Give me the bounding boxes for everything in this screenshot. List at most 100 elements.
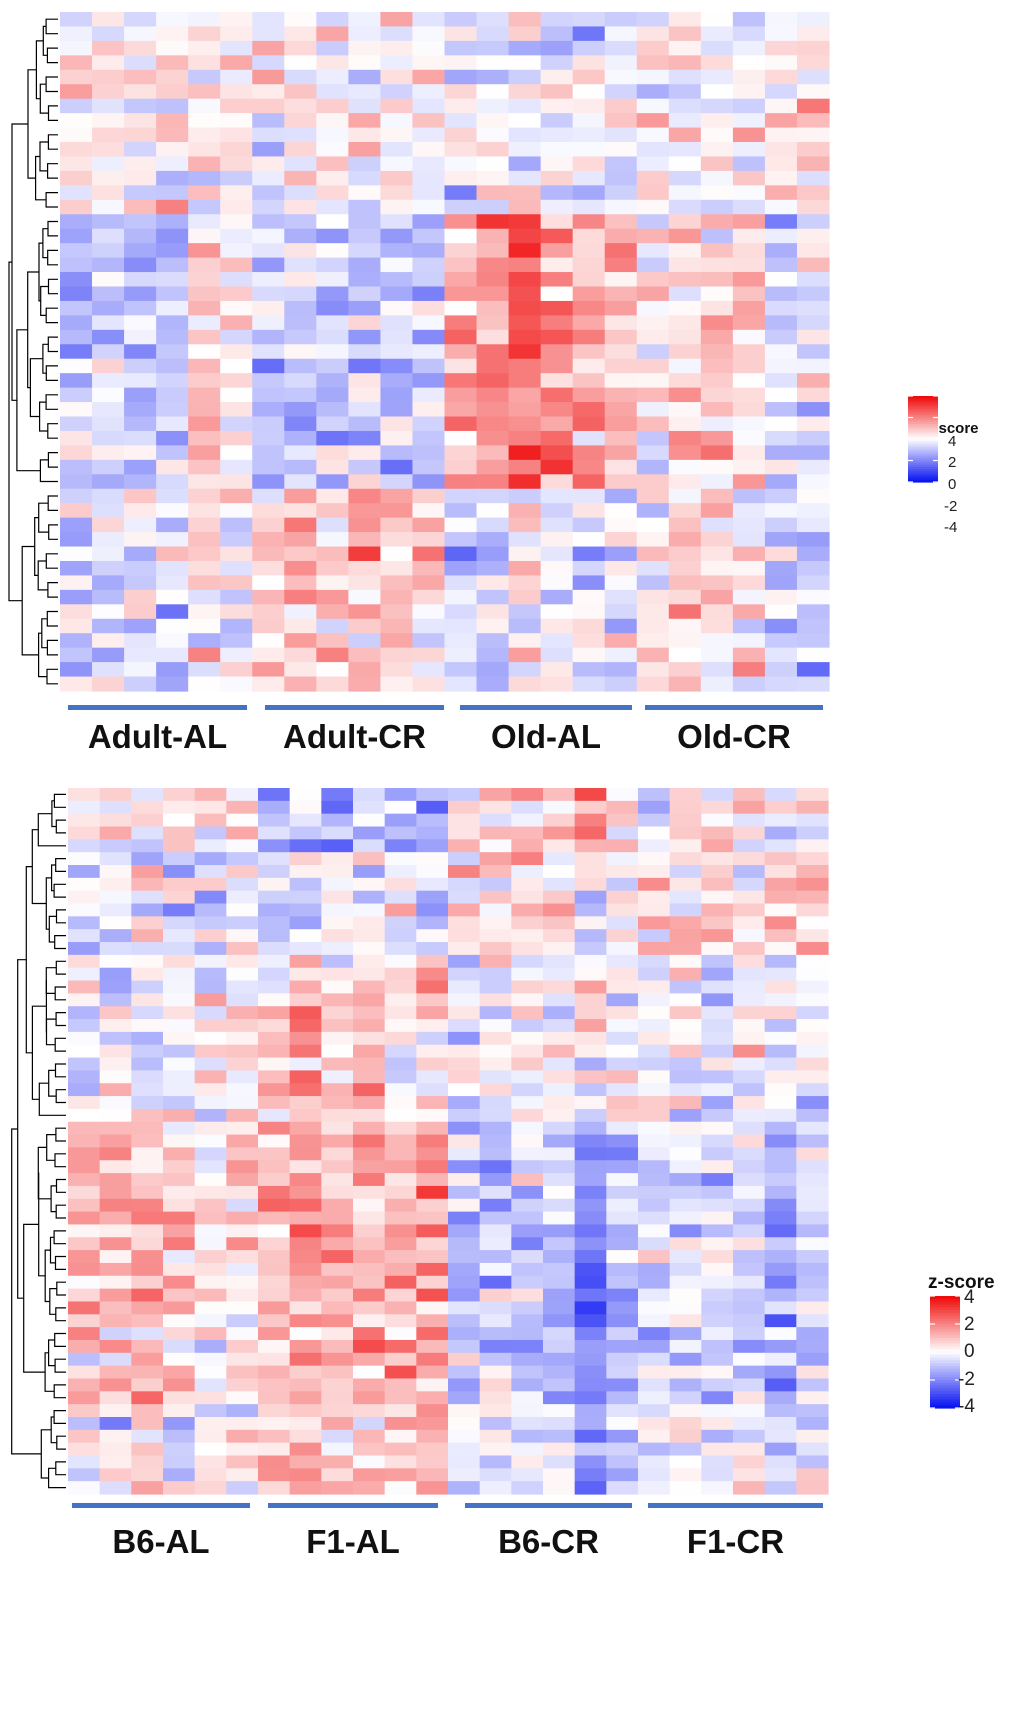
heatmap-cell	[124, 662, 157, 678]
heatmap-cell	[476, 84, 510, 100]
heatmap-cell	[60, 633, 93, 649]
heatmap-cell	[764, 852, 797, 866]
heatmap-cell	[604, 618, 638, 634]
heatmap-cell	[476, 589, 510, 605]
heatmap-cell	[669, 826, 702, 840]
heatmap-cell	[353, 1224, 386, 1238]
heatmap-cell	[412, 633, 446, 649]
heatmap-cell	[668, 272, 702, 288]
heatmap-cell	[348, 517, 382, 533]
heatmap-cell	[572, 402, 606, 418]
heatmap-cell	[252, 647, 285, 663]
heatmap-cell	[476, 40, 510, 56]
heatmap-cell	[733, 1083, 766, 1097]
heatmap-cell	[60, 127, 93, 143]
heatmap-cell	[479, 1198, 512, 1213]
heatmap-cell	[348, 344, 382, 360]
heatmap-cell	[316, 358, 349, 374]
heatmap-cell	[668, 387, 702, 403]
heatmap-cell	[188, 416, 221, 432]
heatmap-cell	[508, 243, 542, 259]
heatmap-cell	[448, 1468, 481, 1482]
heatmap-cell	[668, 170, 702, 186]
group-label-old-al: Old-AL	[491, 718, 601, 755]
heatmap-cell	[416, 1083, 449, 1097]
heatmap-cell	[448, 1134, 481, 1149]
heatmap-cell	[764, 676, 798, 692]
heatmap-cell	[511, 1083, 544, 1097]
heatmap-cell	[479, 839, 512, 853]
heatmap-cell	[574, 1031, 607, 1046]
heatmap-cell	[604, 416, 638, 432]
heatmap-cell	[321, 1352, 354, 1367]
heatmap-cell	[163, 1147, 196, 1161]
heatmap-cell	[448, 1404, 481, 1418]
heatmap-cell	[476, 26, 510, 42]
heatmap-cell	[188, 402, 221, 418]
heatmap-cell	[289, 967, 322, 982]
heatmap-cell	[316, 402, 349, 418]
heatmap-cell	[606, 1019, 639, 1033]
heatmap-cell	[701, 813, 734, 828]
heatmap-cell	[604, 459, 638, 475]
heatmap-cell	[226, 1365, 259, 1380]
heatmap-cell	[321, 1301, 354, 1315]
heatmap-cell	[163, 877, 196, 892]
heatmap-cell	[511, 800, 544, 815]
heatmap-cell	[131, 1211, 164, 1226]
heatmap-cell	[163, 1224, 196, 1238]
heatmap-cell	[701, 852, 734, 866]
heatmap-cell	[289, 1070, 322, 1084]
heatmap-cell	[353, 1160, 386, 1174]
heatmap-cell	[511, 1224, 544, 1238]
heatmap-cell	[701, 1019, 734, 1033]
heatmap-cell	[163, 1031, 196, 1046]
heatmap-cell	[163, 942, 196, 956]
heatmap-cell	[604, 286, 638, 302]
heatmap-cell	[163, 1121, 196, 1136]
heatmap-cell	[156, 344, 189, 360]
heatmap-cell	[732, 228, 766, 244]
heatmap-cell	[353, 1147, 386, 1161]
heatmap-cell	[68, 1108, 101, 1123]
dendrogram-branch	[53, 1384, 66, 1399]
heatmap-cell	[258, 1262, 291, 1277]
heatmap-cell	[796, 1134, 829, 1149]
heatmap-cell	[508, 272, 542, 288]
heatmap-cell	[606, 1481, 639, 1495]
heatmap-cell	[796, 1378, 829, 1392]
heatmap-cell	[476, 459, 510, 475]
heatmap-cell	[353, 1416, 386, 1431]
heatmap-cell	[226, 1006, 259, 1020]
heatmap-cell	[416, 1262, 449, 1277]
heatmap-cell	[796, 1044, 829, 1059]
dendrogram-branch	[47, 163, 58, 179]
heatmap-cell	[669, 993, 702, 1007]
heatmap-cell	[194, 839, 227, 853]
heatmap-cell	[572, 589, 606, 605]
heatmap-cell	[321, 788, 354, 802]
heatmap-cell	[669, 877, 702, 892]
heatmap-cell	[60, 344, 93, 360]
heatmap-cell	[316, 142, 349, 158]
heatmap-cell	[572, 373, 606, 389]
heatmap-cell	[511, 788, 544, 802]
heatmap-cell	[92, 344, 125, 360]
heatmap-cell	[540, 55, 574, 71]
heatmap-cell	[380, 257, 414, 273]
heatmap-cell	[511, 852, 544, 866]
heatmap-cell	[92, 55, 125, 71]
heatmap-cell	[60, 532, 93, 548]
heatmap-cell	[572, 300, 606, 316]
heatmap-cell	[732, 185, 766, 201]
heatmap-cell	[543, 1250, 576, 1264]
heatmap-cell	[511, 1275, 544, 1290]
heatmap-cell	[479, 1044, 512, 1059]
heatmap-cell	[732, 416, 766, 432]
heatmap-cell	[348, 69, 382, 85]
group-bar	[648, 1503, 823, 1508]
heatmap-cell	[733, 967, 766, 982]
heatmap-cell	[384, 788, 417, 802]
heatmap-cell	[636, 142, 670, 158]
heatmap-cell	[321, 1327, 354, 1341]
